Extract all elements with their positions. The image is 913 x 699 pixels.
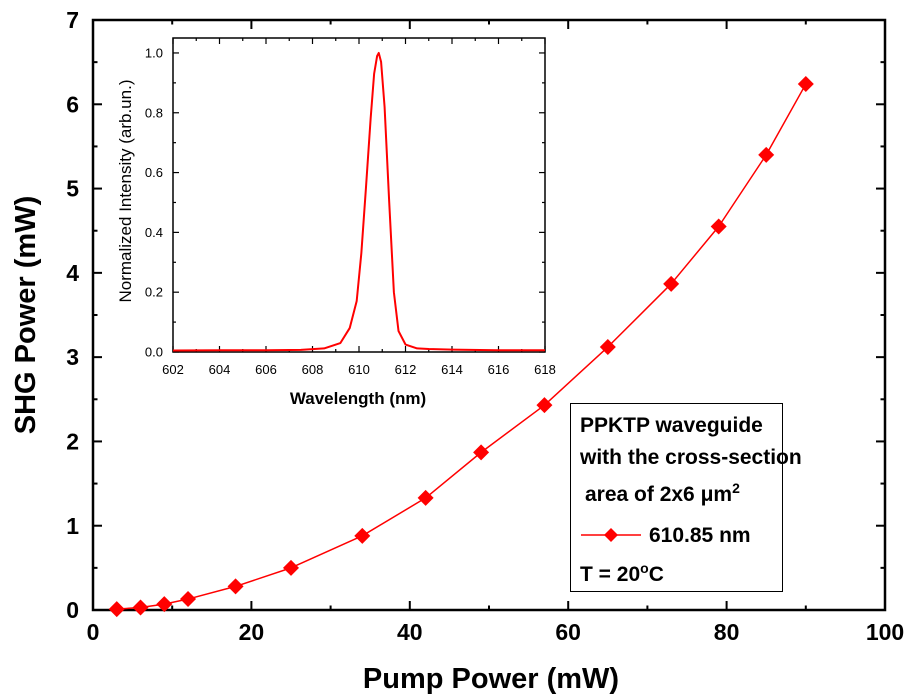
legend-line-2: with the cross-section	[580, 446, 802, 469]
inset-x-tick-label: 602	[162, 362, 184, 377]
inset-x-tick-label: 608	[302, 362, 324, 377]
main-data-point	[354, 527, 371, 544]
inset-x-tick-label: 606	[255, 362, 277, 377]
main-x-tick-label: 100	[866, 619, 904, 645]
inset-y-tick-label: 1.0	[145, 46, 163, 61]
main-data-point	[599, 339, 616, 356]
main-data-point	[663, 275, 680, 292]
main-data-point	[180, 591, 197, 608]
legend-temperature: T = 20oC	[580, 560, 664, 587]
main-x-tick-label: 60	[555, 619, 581, 645]
main-x-tick-label: 40	[397, 619, 423, 645]
main-data-point	[536, 397, 553, 414]
inset-plot-frame	[172, 37, 546, 353]
legend-line-3-unit: μm	[700, 483, 733, 506]
main-data-point	[797, 76, 814, 93]
legend-temperature-unit: C	[648, 563, 664, 586]
inset-y-tick-label: 0.4	[145, 225, 163, 240]
main-y-tick-label: 6	[66, 91, 79, 117]
inset-y-tick-label: 0.6	[145, 165, 163, 180]
legend-line-1: PPKTP waveguide	[580, 414, 763, 437]
inset-y-tick-label: 0.2	[145, 285, 163, 300]
main-y-tick-label: 7	[66, 7, 79, 33]
main-y-tick-label: 3	[66, 344, 79, 370]
legend: PPKTP waveguide with the cross-section a…	[570, 403, 802, 592]
inset-plot: 602 604 606 608 610 612 614 616 618 0.0 0.2 0.4 0.6 0…	[116, 37, 556, 408]
inset-x-tick-label: 604	[209, 362, 231, 377]
inset-x-tick-label: 618	[534, 362, 556, 377]
main-data-point	[417, 489, 434, 506]
legend-temperature-text: T = 20	[580, 563, 641, 586]
inset-series-line	[172, 51, 545, 352]
main-data-point	[710, 218, 727, 235]
main-y-tick-label: 2	[66, 428, 79, 454]
main-data-point	[108, 601, 125, 618]
inset-y-tick-label: 0.0	[145, 345, 163, 360]
main-data-point	[227, 578, 244, 595]
legend-line-3-text: area of 2x6	[585, 483, 701, 506]
main-data-point	[758, 146, 775, 163]
main-y-tick-label: 5	[66, 176, 79, 202]
inset-y-tick-label: 0.8	[145, 105, 163, 120]
inset-x-tick-label: 614	[441, 362, 463, 377]
inset-x-tick-label: 612	[395, 362, 417, 377]
main-data-point	[283, 559, 299, 576]
main-x-tick-label: 20	[239, 619, 265, 645]
main-y-axis-title: SHG Power (mW)	[10, 196, 42, 434]
legend-temperature-degree: o	[640, 560, 649, 576]
inset-x-tick-label: 616	[488, 362, 510, 377]
main-x-axis-title: Pump Power (mW)	[363, 663, 619, 695]
inset-x-tick-label: 610	[348, 362, 370, 377]
main-y-tick-label: 1	[66, 513, 79, 539]
main-x-tick-label: 0	[87, 619, 100, 645]
inset-x-axis-title: Wavelength (nm)	[290, 389, 426, 408]
inset-y-axis-title: Normalized Intensity (arb.un.)	[116, 80, 135, 303]
main-y-tick-label: 4	[66, 260, 79, 286]
main-data-point	[132, 599, 149, 616]
main-data-point	[473, 444, 490, 461]
main-plot: 0 20 40 60 80 100 0 1 2 3 4 5 6 7 Pump Power (mW) SHG P…	[10, 7, 904, 695]
legend-line-3-superscript: 2	[732, 480, 740, 496]
main-x-tick-label: 80	[714, 619, 740, 645]
legend-series-swatch	[581, 528, 641, 542]
legend-series-label: 610.85 nm	[649, 524, 751, 547]
main-y-tick-label: 0	[66, 597, 79, 623]
main-data-point	[156, 596, 173, 613]
legend-line-3: area of 2x6 μm2	[585, 480, 740, 507]
